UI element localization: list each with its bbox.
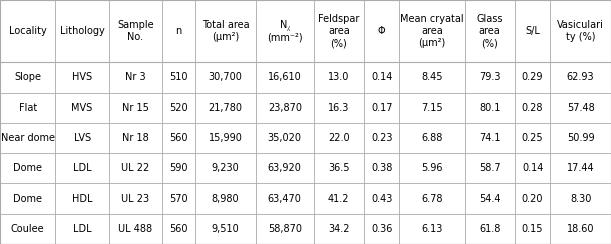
- Text: 74.1: 74.1: [479, 133, 500, 143]
- Text: 58.7: 58.7: [479, 163, 500, 173]
- Text: UL 23: UL 23: [122, 193, 150, 203]
- Text: 54.4: 54.4: [479, 193, 500, 203]
- Text: 16,610: 16,610: [268, 72, 302, 82]
- Text: 50.99: 50.99: [567, 133, 595, 143]
- Text: 80.1: 80.1: [479, 103, 500, 113]
- Text: 21,780: 21,780: [208, 103, 243, 113]
- Text: 30,700: 30,700: [209, 72, 243, 82]
- Text: 0.29: 0.29: [522, 72, 543, 82]
- Text: HVS: HVS: [72, 72, 92, 82]
- Text: 6.88: 6.88: [422, 133, 443, 143]
- Text: Locality: Locality: [9, 26, 46, 36]
- Text: 0.17: 0.17: [371, 103, 392, 113]
- Text: 79.3: 79.3: [479, 72, 500, 82]
- Text: UL 22: UL 22: [121, 163, 150, 173]
- Text: 34.2: 34.2: [328, 224, 349, 234]
- Text: Near dome: Near dome: [1, 133, 55, 143]
- Text: S/L: S/L: [525, 26, 540, 36]
- Text: 0.20: 0.20: [522, 193, 543, 203]
- Text: 0.36: 0.36: [371, 224, 392, 234]
- Text: 0.15: 0.15: [522, 224, 543, 234]
- Text: 63,470: 63,470: [268, 193, 302, 203]
- Text: Sample
No.: Sample No.: [117, 20, 154, 42]
- Text: LVS: LVS: [73, 133, 90, 143]
- Text: 510: 510: [169, 72, 188, 82]
- Text: Slope: Slope: [14, 72, 41, 82]
- Text: 9,510: 9,510: [212, 224, 240, 234]
- Text: Vasiculari
ty (%): Vasiculari ty (%): [557, 20, 604, 42]
- Text: 13.0: 13.0: [328, 72, 349, 82]
- Text: 0.25: 0.25: [522, 133, 543, 143]
- Text: Dome: Dome: [13, 163, 42, 173]
- Text: 520: 520: [169, 103, 188, 113]
- Text: 0.38: 0.38: [371, 163, 392, 173]
- Text: 5.96: 5.96: [421, 163, 443, 173]
- Text: 0.14: 0.14: [522, 163, 543, 173]
- Text: Nr 18: Nr 18: [122, 133, 148, 143]
- Text: 570: 570: [169, 193, 188, 203]
- Text: 6.78: 6.78: [421, 193, 443, 203]
- Text: 7.15: 7.15: [421, 103, 443, 113]
- Text: 560: 560: [169, 133, 188, 143]
- Text: MVS: MVS: [71, 103, 93, 113]
- Text: UL 488: UL 488: [119, 224, 152, 234]
- Text: Lithology: Lithology: [60, 26, 104, 36]
- Text: 57.48: 57.48: [567, 103, 595, 113]
- Text: 41.2: 41.2: [328, 193, 349, 203]
- Text: Total area
(μm²): Total area (μm²): [202, 20, 249, 42]
- Text: LDL: LDL: [73, 224, 92, 234]
- Text: 8.30: 8.30: [570, 193, 591, 203]
- Text: 23,870: 23,870: [268, 103, 302, 113]
- Text: Coulee: Coulee: [11, 224, 45, 234]
- Text: 17.44: 17.44: [567, 163, 595, 173]
- Text: 6.13: 6.13: [422, 224, 443, 234]
- Text: 560: 560: [169, 224, 188, 234]
- Text: 16.3: 16.3: [328, 103, 349, 113]
- Text: Nr 3: Nr 3: [125, 72, 145, 82]
- Text: 0.28: 0.28: [522, 103, 543, 113]
- Text: 36.5: 36.5: [328, 163, 349, 173]
- Text: 62.93: 62.93: [567, 72, 595, 82]
- Text: n: n: [175, 26, 181, 36]
- Text: 590: 590: [169, 163, 188, 173]
- Text: 9,230: 9,230: [212, 163, 240, 173]
- Text: 18.60: 18.60: [567, 224, 595, 234]
- Text: 58,870: 58,870: [268, 224, 302, 234]
- Text: 8.45: 8.45: [421, 72, 443, 82]
- Text: 35,020: 35,020: [268, 133, 302, 143]
- Text: 0.43: 0.43: [371, 193, 392, 203]
- Text: Feldspar
area
(%): Feldspar area (%): [318, 14, 359, 48]
- Text: 15,990: 15,990: [209, 133, 243, 143]
- Text: Dome: Dome: [13, 193, 42, 203]
- Text: N⁁
(mm⁻²): N⁁ (mm⁻²): [267, 20, 302, 43]
- Text: Nr 15: Nr 15: [122, 103, 149, 113]
- Text: Flat: Flat: [18, 103, 37, 113]
- Text: HDL: HDL: [72, 193, 92, 203]
- Text: Mean cryatal
area
(μm²): Mean cryatal area (μm²): [400, 14, 464, 48]
- Text: 8,980: 8,980: [212, 193, 240, 203]
- Text: 63,920: 63,920: [268, 163, 302, 173]
- Text: Φ: Φ: [378, 26, 386, 36]
- Text: Glass
area
(%): Glass area (%): [477, 14, 503, 48]
- Text: 61.8: 61.8: [479, 224, 500, 234]
- Text: 22.0: 22.0: [328, 133, 349, 143]
- Text: 0.14: 0.14: [371, 72, 392, 82]
- Text: 0.23: 0.23: [371, 133, 392, 143]
- Text: LDL: LDL: [73, 163, 92, 173]
